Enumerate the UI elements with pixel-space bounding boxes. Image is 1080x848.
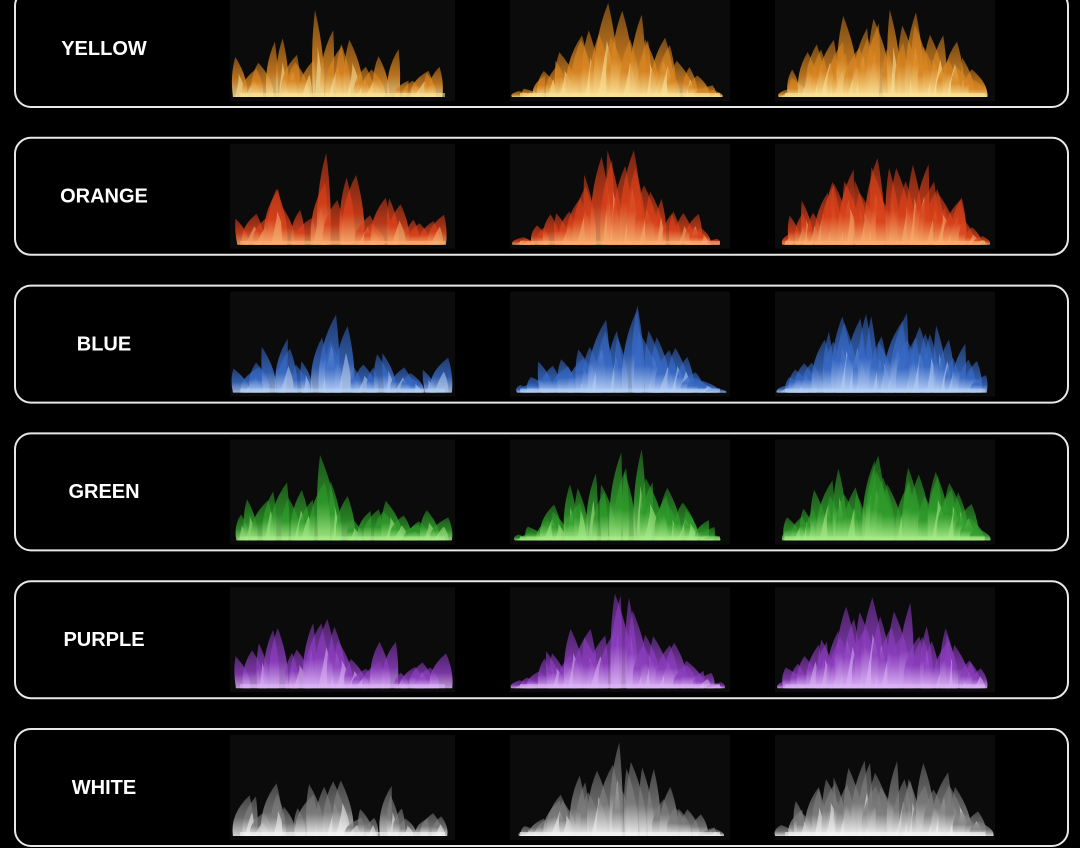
- flame-base-glow: [240, 93, 445, 97]
- flame-base-glow: [785, 536, 985, 541]
- flame-core: [303, 373, 311, 393]
- flame-image: [232, 780, 448, 836]
- flame-image: [518, 742, 725, 836]
- flame-tongue: [281, 806, 296, 836]
- flame-base-glow: [520, 93, 720, 97]
- flame-image: [778, 9, 988, 98]
- flame-base-glow: [240, 388, 445, 393]
- flame-core: [301, 74, 312, 97]
- flame-base-glow: [240, 536, 445, 541]
- flame-row: GREEN: [14, 432, 1069, 552]
- flame-tongue: [691, 814, 708, 836]
- flame-tongue: [265, 41, 278, 97]
- flame-image: [235, 455, 453, 541]
- flame-base-glow: [520, 240, 720, 245]
- flame-image: [513, 448, 721, 541]
- flame-core: [430, 226, 444, 245]
- flame-base-glow: [240, 832, 445, 836]
- flame-base-glow: [785, 93, 985, 97]
- flame-tongue: [372, 56, 389, 97]
- flame-core: [391, 220, 407, 245]
- flame-tongue: [322, 200, 345, 245]
- color-label: GREEN: [68, 481, 139, 503]
- flame-image: [235, 152, 447, 245]
- flame-image: [516, 305, 727, 393]
- flame-tongue: [381, 641, 399, 689]
- flame-core: [687, 522, 697, 541]
- flame-core: [555, 523, 566, 541]
- flame-image: [510, 593, 725, 689]
- flame-tongue: [968, 79, 988, 97]
- flame-tongue: [428, 66, 443, 97]
- flame-row: WHITE: [14, 728, 1069, 847]
- flame-image: [777, 597, 988, 689]
- flame-tongue: [621, 471, 636, 541]
- flame-base-glow: [240, 240, 445, 245]
- color-label: WHITE: [72, 777, 136, 799]
- color-label: BLUE: [77, 333, 131, 355]
- flame-image: [511, 150, 721, 245]
- flame-core: [280, 366, 295, 393]
- flame-tongue: [370, 197, 391, 245]
- color-label: YELLOW: [61, 38, 147, 60]
- flame-base-glow: [785, 240, 985, 245]
- flame-tongue: [269, 628, 289, 689]
- flame-tongue: [261, 346, 277, 393]
- flame-image: [231, 314, 453, 393]
- flame-tongue: [387, 49, 401, 97]
- flame-tongue: [429, 653, 453, 689]
- flame-image: [774, 760, 994, 836]
- flame-image: [781, 455, 991, 541]
- flame-image: [511, 2, 723, 98]
- flame-image: [781, 157, 991, 245]
- flame-base-glow: [520, 684, 720, 689]
- flame-base-glow: [520, 388, 720, 393]
- flame-base-glow: [520, 536, 720, 541]
- flame-image: [776, 313, 988, 393]
- flame-core: [433, 371, 449, 393]
- flame-base-glow: [785, 684, 985, 689]
- flame-core: [338, 352, 352, 393]
- color-label: PURPLE: [63, 629, 144, 651]
- flame-core: [577, 509, 587, 541]
- flame-base-glow: [785, 388, 985, 393]
- flame-core: [547, 79, 556, 97]
- flame-row: ORANGE: [14, 136, 1069, 256]
- flame-image: [231, 9, 445, 98]
- flame-core: [273, 810, 284, 836]
- flame-image: [234, 619, 453, 689]
- color-label: ORANGE: [60, 186, 148, 208]
- flame-row: YELLOW: [14, 0, 1069, 108]
- flame-core: [270, 211, 285, 245]
- flame-base-glow: [240, 684, 445, 689]
- flame-base-glow: [785, 832, 985, 836]
- flame-base-glow: [520, 832, 720, 836]
- flame-tongue: [969, 375, 988, 393]
- flame-row: BLUE: [14, 284, 1069, 404]
- flame-row: PURPLE: [14, 580, 1069, 700]
